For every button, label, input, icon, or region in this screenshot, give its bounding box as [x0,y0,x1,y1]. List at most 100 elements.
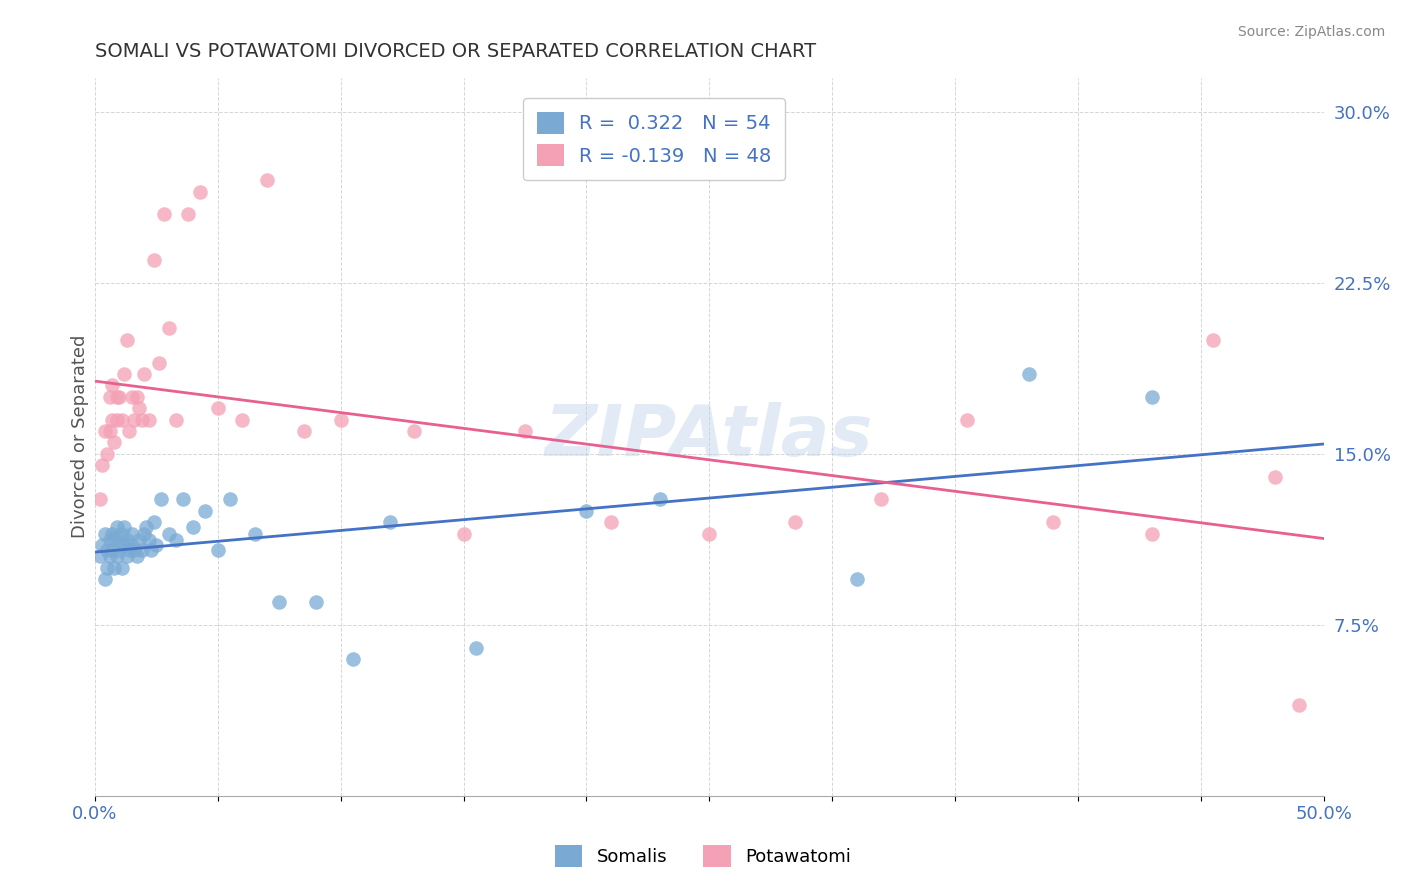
Text: SOMALI VS POTAWATOMI DIVORCED OR SEPARATED CORRELATION CHART: SOMALI VS POTAWATOMI DIVORCED OR SEPARAT… [94,42,815,61]
Point [105,412,128,426]
Point [141,542,163,557]
Point [121,538,143,552]
Point [194,504,217,518]
Point [118,542,141,557]
Point [269,595,291,609]
Point [1288,698,1310,712]
Point [292,424,315,438]
Point [131,542,153,557]
Point [142,252,165,267]
Point [108,542,131,557]
Point [91,538,114,552]
Point [650,492,672,507]
Point [219,492,242,507]
Point [177,207,200,221]
Point [111,561,134,575]
Point [165,412,187,426]
Point [142,515,165,529]
Point [699,526,721,541]
Point [845,572,868,586]
Point [103,435,125,450]
Point [103,561,125,575]
Text: Source: ZipAtlas.com: Source: ZipAtlas.com [1237,25,1385,39]
Point [105,520,128,534]
Point [89,492,111,507]
Point [93,526,115,541]
Point [115,333,138,347]
Point [125,390,148,404]
Point [115,533,138,548]
Point [121,526,143,541]
Point [98,390,121,404]
Legend: R =  0.322   N = 54, R = -0.139   N = 48: R = 0.322 N = 54, R = -0.139 N = 48 [523,98,785,180]
Legend: Somalis, Potawatomi: Somalis, Potawatomi [548,838,858,874]
Point [131,412,153,426]
Point [404,424,426,438]
Point [148,355,170,369]
Point [96,447,118,461]
Point [342,652,364,666]
Point [453,526,475,541]
Point [207,542,229,557]
Point [172,492,194,507]
Point [1140,390,1163,404]
Point [93,572,115,586]
Point [256,173,278,187]
Point [145,538,167,552]
Point [1042,515,1064,529]
Point [118,424,141,438]
Point [122,412,145,426]
Point [132,526,155,541]
Point [108,533,131,548]
Point [121,390,143,404]
Point [105,390,128,404]
Point [600,515,623,529]
Point [101,378,124,392]
Point [190,185,212,199]
Point [150,492,173,507]
Point [132,367,155,381]
Point [93,424,115,438]
Point [956,412,979,426]
Point [305,595,328,609]
Point [122,542,145,557]
Point [98,549,121,564]
Point [785,515,807,529]
Point [98,533,121,548]
Point [378,515,401,529]
Point [91,458,114,472]
Point [157,526,180,541]
Point [152,207,174,221]
Point [98,424,121,438]
Y-axis label: Divorced or Separated: Divorced or Separated [72,335,89,539]
Point [101,412,124,426]
Point [125,549,148,564]
Point [231,412,253,426]
Point [1140,526,1163,541]
Point [112,367,135,381]
Point [111,412,134,426]
Point [111,526,134,541]
Point [101,542,124,557]
Point [243,526,266,541]
Point [135,520,157,534]
Text: ZIPAtlas: ZIPAtlas [546,402,873,471]
Point [96,542,118,557]
Point [513,424,536,438]
Point [138,412,160,426]
Point [165,533,187,548]
Point [207,401,229,416]
Point [108,390,131,404]
Point [1018,367,1040,381]
Point [128,401,150,416]
Point [575,504,598,518]
Point [329,412,352,426]
Point [112,538,135,552]
Point [112,520,135,534]
Point [89,549,111,564]
Point [115,549,138,564]
Point [1264,469,1286,483]
Point [128,533,150,548]
Point [101,526,124,541]
Point [105,549,128,564]
